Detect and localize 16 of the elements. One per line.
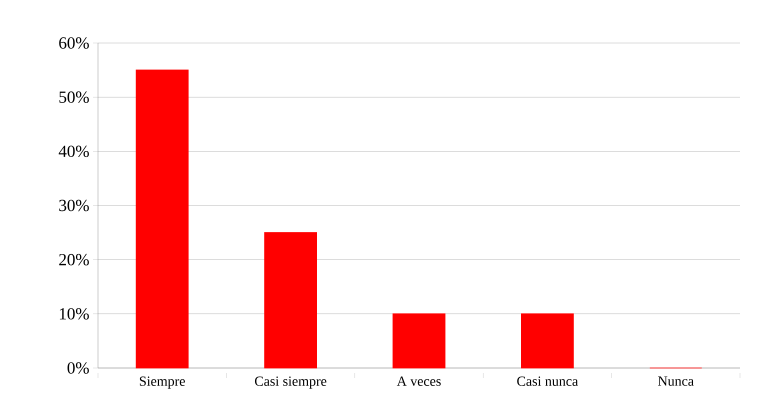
x-tick-label: Siempre <box>140 376 185 389</box>
y-tick-label: 30% <box>59 200 89 212</box>
x-tick-label: Nunca <box>658 376 694 386</box>
y-tick-label: 40% <box>58 146 89 158</box>
x-tick-label: A veces <box>396 376 441 386</box>
y-tick-label: 20% <box>59 254 89 266</box>
x-tick-label: Casi nunca <box>517 376 578 386</box>
bar <box>521 313 574 368</box>
y-tick-label: 50% <box>59 91 89 103</box>
y-tick-label: 0% <box>68 362 89 374</box>
bar <box>392 313 446 368</box>
y-tick-label: 10% <box>60 308 89 320</box>
y-tick-label: 60% <box>59 37 89 49</box>
x-tick-label: Casi siempre <box>254 376 326 389</box>
bar <box>264 232 317 368</box>
bar <box>136 70 189 368</box>
